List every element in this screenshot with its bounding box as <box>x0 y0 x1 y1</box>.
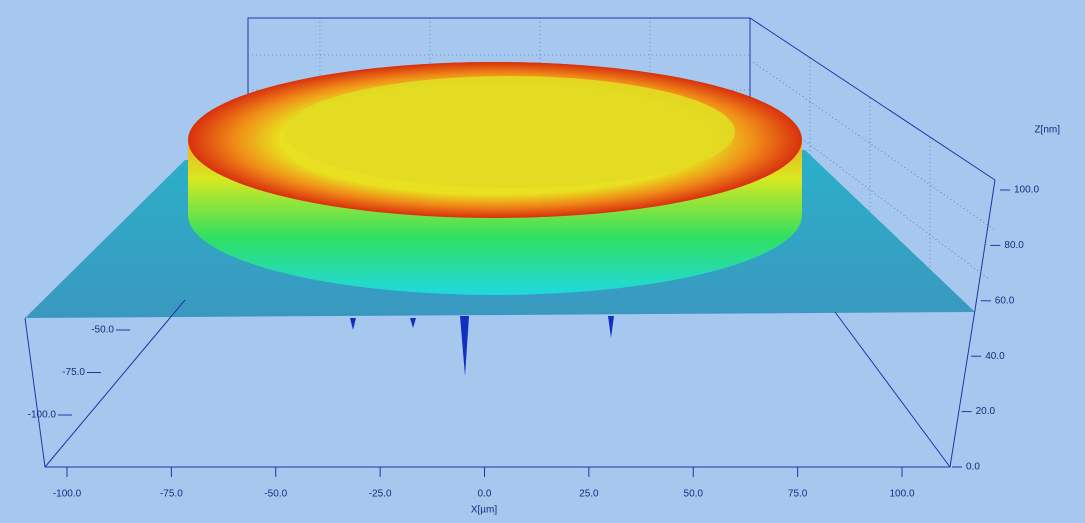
x-tick-label: 25.0 <box>579 489 599 500</box>
z-tick-label: 80.0 <box>1004 240 1024 251</box>
z-tick-label: 60.0 <box>995 295 1015 306</box>
frame <box>24 179 996 468</box>
x-axis-label: X[µm] <box>471 505 498 516</box>
surface <box>25 62 975 376</box>
y-tick-label: -100.0 <box>28 410 57 421</box>
x-tick-label: 0.0 <box>478 489 492 500</box>
x-tick-label: -50.0 <box>264 489 287 500</box>
z-tick-label: 20.0 <box>976 406 996 417</box>
x-tick-label: 50.0 <box>684 489 704 500</box>
x-tick-label: 100.0 <box>889 489 914 500</box>
z-tick-label: 100.0 <box>1014 185 1039 196</box>
x-tick-label: -100.0 <box>53 489 82 500</box>
z-axis-label: Z[nm] <box>1034 125 1060 136</box>
x-tick-label: -75.0 <box>160 489 183 500</box>
x-tick-label: 75.0 <box>788 489 808 500</box>
z-tick-label: 0.0 <box>966 462 980 473</box>
y-tick-label: -75.0 <box>62 367 85 378</box>
x-tick-label: -25.0 <box>369 489 392 500</box>
z-tick-label: 40.0 <box>985 351 1005 362</box>
y-tick-label: -50.0 <box>91 325 114 336</box>
